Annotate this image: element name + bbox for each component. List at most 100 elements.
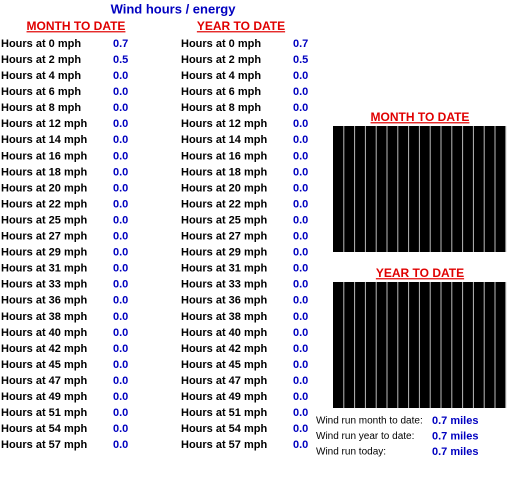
hours-value: 0.0 bbox=[113, 407, 128, 419]
speed-label: Hours at 25 mph bbox=[181, 214, 267, 226]
hours-value: 0.0 bbox=[113, 231, 128, 243]
hours-value: 0.0 bbox=[113, 263, 128, 275]
speed-label: Hours at 25 mph bbox=[1, 214, 87, 226]
speed-label: Hours at 42 mph bbox=[1, 343, 87, 355]
speed-label: Hours at 42 mph bbox=[181, 343, 267, 355]
speed-label: Hours at 8 mph bbox=[1, 102, 81, 114]
speed-label: Hours at 12 mph bbox=[181, 118, 267, 130]
speed-label: Hours at 33 mph bbox=[181, 279, 267, 291]
speed-label: Hours at 40 mph bbox=[181, 327, 267, 339]
speed-label: Hours at 18 mph bbox=[1, 166, 87, 178]
speed-label: Hours at 16 mph bbox=[1, 150, 87, 162]
hours-value: 0.0 bbox=[113, 343, 128, 355]
hours-value: 0.0 bbox=[293, 439, 308, 451]
hours-value: 0.0 bbox=[293, 375, 308, 387]
speed-label: Hours at 22 mph bbox=[1, 198, 87, 210]
wind-run-label: Wind run year to date: bbox=[316, 431, 414, 442]
hours-value: 0.0 bbox=[293, 231, 308, 243]
speed-label: Hours at 45 mph bbox=[181, 359, 267, 371]
hours-value: 0.0 bbox=[293, 279, 308, 291]
hours-value: 0.0 bbox=[113, 423, 128, 435]
hours-value: 0.0 bbox=[113, 118, 128, 130]
speed-label: Hours at 2 mph bbox=[1, 54, 81, 66]
hours-value: 0.0 bbox=[293, 311, 308, 323]
hours-value: 0.0 bbox=[113, 279, 128, 291]
speed-label: Hours at 45 mph bbox=[1, 359, 87, 371]
speed-label: Hours at 47 mph bbox=[181, 375, 267, 387]
hours-value: 0.0 bbox=[113, 439, 128, 451]
speed-label: Hours at 29 mph bbox=[1, 247, 87, 259]
hours-value: 0.0 bbox=[113, 86, 128, 98]
hours-value: 0.0 bbox=[293, 359, 308, 371]
hours-value: 0.0 bbox=[113, 247, 128, 259]
speed-label: Hours at 0 mph bbox=[1, 38, 81, 50]
hours-value: 0.7 bbox=[113, 38, 128, 50]
hours-value: 0.0 bbox=[113, 150, 128, 162]
hours-value: 0.0 bbox=[113, 166, 128, 178]
hours-value: 0.0 bbox=[293, 70, 308, 82]
speed-label: Hours at 8 mph bbox=[181, 102, 261, 114]
hours-value: 0.5 bbox=[293, 54, 308, 66]
hours-value: 0.0 bbox=[293, 182, 308, 194]
hours-value: 0.0 bbox=[113, 311, 128, 323]
hours-value: 0.0 bbox=[293, 166, 308, 178]
speed-label: Hours at 57 mph bbox=[181, 439, 267, 451]
hours-value: 0.0 bbox=[293, 198, 308, 210]
hours-value: 0.0 bbox=[113, 134, 128, 146]
hours-value: 0.0 bbox=[113, 70, 128, 82]
speed-label: Hours at 54 mph bbox=[181, 423, 267, 435]
speed-label: Hours at 36 mph bbox=[1, 295, 87, 307]
speed-label: Hours at 54 mph bbox=[1, 423, 87, 435]
speed-label: Hours at 14 mph bbox=[181, 134, 267, 146]
speed-label: Hours at 2 mph bbox=[181, 54, 261, 66]
hours-value: 0.0 bbox=[113, 327, 128, 339]
speed-label: Hours at 33 mph bbox=[1, 279, 87, 291]
year-heading: YEAR TO DATE bbox=[197, 19, 285, 33]
speed-label: Hours at 12 mph bbox=[1, 118, 87, 130]
speed-label: Hours at 29 mph bbox=[181, 247, 267, 259]
hours-value: 0.5 bbox=[113, 54, 128, 66]
hours-value: 0.7 bbox=[293, 38, 308, 50]
hours-value: 0.0 bbox=[293, 343, 308, 355]
hours-value: 0.0 bbox=[293, 263, 308, 275]
speed-label: Hours at 6 mph bbox=[1, 86, 81, 98]
speed-label: Hours at 49 mph bbox=[1, 391, 87, 403]
speed-label: Hours at 18 mph bbox=[181, 166, 267, 178]
speed-label: Hours at 14 mph bbox=[1, 134, 87, 146]
speed-label: Hours at 27 mph bbox=[1, 231, 87, 243]
hours-value: 0.0 bbox=[113, 295, 128, 307]
hours-value: 0.0 bbox=[293, 118, 308, 130]
hours-value: 0.0 bbox=[293, 391, 308, 403]
speed-label: Hours at 20 mph bbox=[181, 182, 267, 194]
hours-value: 0.0 bbox=[293, 327, 308, 339]
hours-value: 0.0 bbox=[293, 86, 308, 98]
hours-value: 0.0 bbox=[113, 182, 128, 194]
speed-label: Hours at 4 mph bbox=[1, 70, 81, 82]
month-heading: MONTH TO DATE bbox=[27, 19, 126, 33]
speed-label: Hours at 51 mph bbox=[1, 407, 87, 419]
speed-label: Hours at 47 mph bbox=[1, 375, 87, 387]
hours-value: 0.0 bbox=[113, 198, 128, 210]
hours-value: 0.0 bbox=[293, 423, 308, 435]
speed-label: Hours at 36 mph bbox=[181, 295, 267, 307]
speed-label: Hours at 16 mph bbox=[181, 150, 267, 162]
hours-value: 0.0 bbox=[113, 359, 128, 371]
hours-value: 0.0 bbox=[113, 391, 128, 403]
speed-label: Hours at 51 mph bbox=[181, 407, 267, 419]
hours-value: 0.0 bbox=[293, 134, 308, 146]
wind-run-label: Wind run month to date: bbox=[316, 416, 423, 427]
speed-label: Hours at 31 mph bbox=[181, 263, 267, 275]
speed-label: Hours at 27 mph bbox=[181, 231, 267, 243]
speed-label: Hours at 57 mph bbox=[1, 439, 87, 451]
hours-value: 0.0 bbox=[293, 214, 308, 226]
speed-label: Hours at 20 mph bbox=[1, 182, 87, 194]
year-chart-heading: YEAR TO DATE bbox=[376, 266, 464, 280]
speed-label: Hours at 31 mph bbox=[1, 263, 87, 275]
hours-value: 0.0 bbox=[113, 214, 128, 226]
speed-label: Hours at 22 mph bbox=[181, 198, 267, 210]
hours-value: 0.0 bbox=[113, 102, 128, 114]
hours-value: 0.0 bbox=[293, 407, 308, 419]
speed-label: Hours at 4 mph bbox=[181, 70, 261, 82]
hours-value: 0.0 bbox=[293, 295, 308, 307]
